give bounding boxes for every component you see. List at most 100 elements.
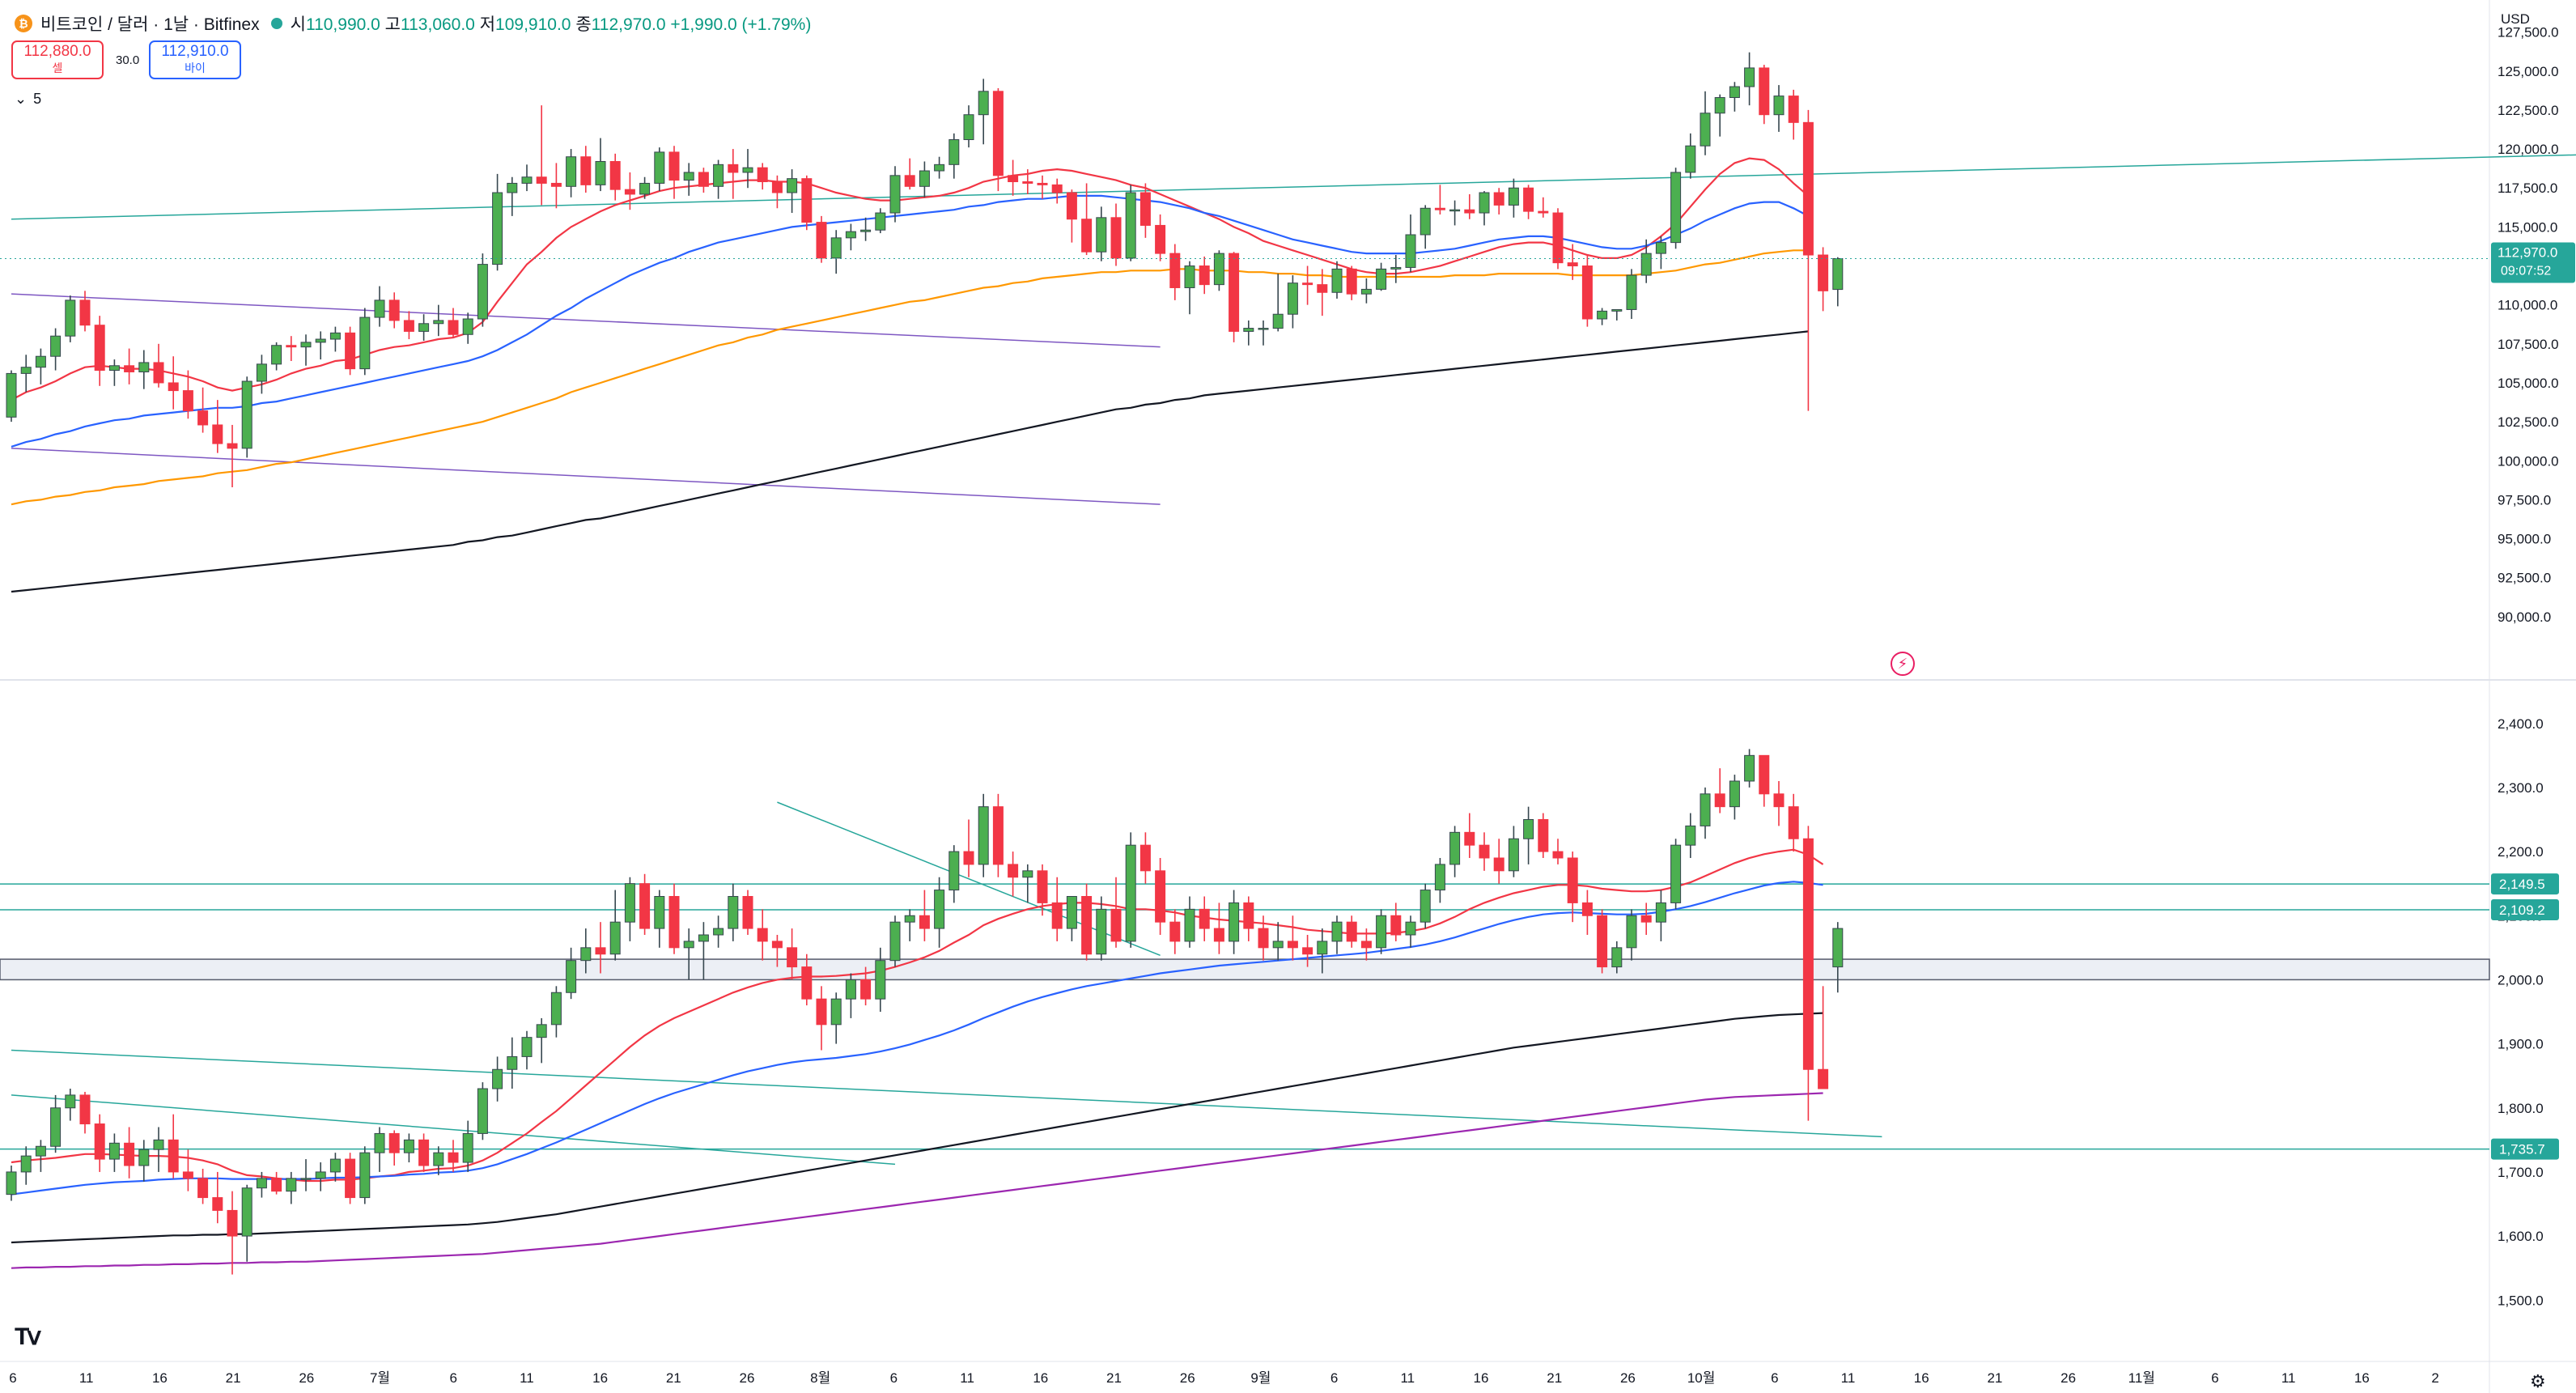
gear-icon[interactable]: ⚙ (2530, 1371, 2546, 1391)
candle (315, 331, 326, 360)
candle-body (1759, 754, 1770, 795)
candle (683, 928, 694, 980)
candle (830, 230, 842, 274)
candle (212, 400, 223, 453)
y-tick-label: 90,000.0 (2497, 609, 2551, 625)
candle-body (698, 934, 709, 942)
x-tick-label: 26 (740, 1370, 755, 1386)
open-label: 시 (290, 15, 306, 34)
candle (1096, 896, 1107, 961)
candle (94, 316, 105, 386)
candle (875, 208, 886, 234)
candle (1714, 768, 1725, 813)
x-tick-label: 2 (2431, 1370, 2438, 1386)
candle-body (1037, 870, 1048, 903)
candle (300, 334, 312, 366)
candle (1773, 85, 1785, 132)
candle (492, 173, 503, 271)
candle (860, 217, 872, 241)
candle-body (300, 342, 312, 348)
candle-body (1508, 838, 1519, 872)
candle-body (1229, 902, 1240, 942)
candle (1081, 183, 1093, 256)
candle-body (1434, 864, 1445, 891)
y-tick-label: 102,500.0 (2497, 414, 2559, 430)
symbol-title[interactable]: 비트코인 / 달러 · 1날 · Bitfinex (40, 15, 260, 34)
candle-body (359, 316, 371, 370)
candle (271, 342, 282, 371)
candle-body (992, 91, 1004, 176)
y-tick-label: 2,300.0 (2497, 780, 2544, 796)
candle-body (374, 299, 385, 318)
candle-body (904, 915, 915, 923)
candle-body (1493, 192, 1504, 206)
candle (477, 253, 488, 327)
candle (20, 355, 32, 393)
buy-button[interactable]: 112,910.0 바이 (149, 40, 241, 79)
candle (860, 966, 872, 1006)
candle-body (477, 264, 488, 320)
candle-body (580, 947, 592, 962)
x-tick-label: 21 (226, 1370, 241, 1386)
candle (1346, 265, 1357, 300)
candle-body (1066, 896, 1077, 929)
candle-body (1567, 262, 1578, 267)
candle-body (698, 172, 709, 187)
candle-body (978, 91, 989, 116)
moving-average-line (11, 330, 1809, 593)
candle-body (50, 1107, 62, 1147)
candle-body (1405, 234, 1416, 268)
candle-body (315, 338, 326, 343)
candle-body (345, 1158, 356, 1199)
candle (639, 873, 651, 935)
candle (329, 1153, 341, 1182)
candle-body (329, 332, 341, 340)
sell-button[interactable]: 112,880.0 셀 (11, 40, 104, 79)
candle-body (1331, 268, 1343, 293)
candle (492, 1056, 503, 1102)
candle-body (1640, 915, 1652, 923)
candle (241, 376, 253, 458)
candle (580, 928, 592, 974)
candle (698, 168, 709, 193)
price-line-badge (2491, 873, 2559, 895)
currency-label[interactable]: USD (2501, 11, 2530, 27)
tradingview-logo-icon[interactable]: T𝗏 (15, 1323, 41, 1350)
candle-body (1802, 121, 1814, 256)
x-tick-label: 10월 (1687, 1370, 1716, 1386)
candle (1199, 256, 1210, 295)
candle-body (374, 1132, 385, 1153)
candle-body (624, 883, 635, 923)
candle (801, 175, 813, 231)
x-tick-label: 6 (1330, 1370, 1338, 1386)
indicators-toggle[interactable]: ⌄ 5 (15, 91, 41, 108)
time-axis: 6 11 16 21 26 7월 6 11 16 21 26 8월 6 11 16 21 26 9월 6 11 16 21… (9, 1370, 2439, 1386)
candle (1317, 928, 1328, 974)
candle-body (1581, 902, 1593, 916)
candle-body (197, 1178, 209, 1199)
candle-body (433, 320, 444, 325)
candle-body (1567, 857, 1578, 903)
candle (742, 890, 753, 935)
candle (1287, 275, 1298, 329)
candle-body (256, 1178, 267, 1189)
candle (1597, 308, 1608, 325)
chart-header: ₿ 비트코인 / 달러 · 1날 · Bitfinex 시110,990.0 고… (15, 11, 811, 36)
candle-body (728, 896, 739, 929)
candle-body (1022, 181, 1033, 184)
candle-body (654, 151, 665, 184)
y-tick-label: 100,000.0 (2497, 453, 2559, 469)
candle-body (787, 947, 798, 968)
candle (35, 348, 46, 384)
candle (830, 992, 842, 1044)
pane-1: 90,000.0 92,500.0 95,000.0 97,500.0 100,000.… (0, 25, 2576, 625)
open-value: 110,990.0 (305, 15, 380, 34)
candle (1493, 188, 1504, 214)
candle-body (345, 332, 356, 370)
candle (698, 922, 709, 980)
lightning-icon[interactable]: ⚡ (1891, 652, 1915, 676)
candle (94, 1114, 105, 1172)
candle (1155, 214, 1166, 261)
candle (609, 153, 621, 201)
